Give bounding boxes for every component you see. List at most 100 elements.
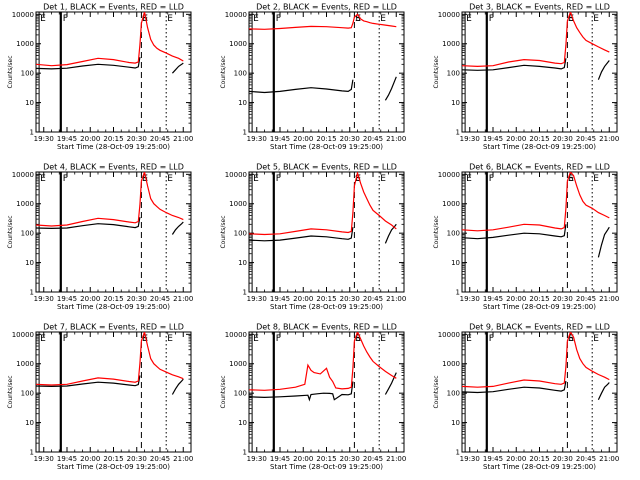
marker-label-e: E xyxy=(466,174,472,184)
panel-title: Det 5, BLACK = Events, RED = LLD xyxy=(256,163,397,172)
y-tick-label: 1000 xyxy=(229,360,247,368)
y-tick-label: 1 xyxy=(456,289,460,297)
x-tick-label: 20:45 xyxy=(150,455,170,463)
series-events-line xyxy=(597,382,610,400)
x-tick-label: 21:00 xyxy=(173,135,193,143)
detector-panel: Det 7, BLACK = Events, RED = LLD 1 10 100 10… xyxy=(7,323,193,472)
series-lld-line xyxy=(36,12,184,67)
x-tick-label: 19:45 xyxy=(270,135,290,143)
x-tick-label: 20:30 xyxy=(127,135,147,143)
marker-label-s: S xyxy=(355,14,361,24)
marker-label-e: E xyxy=(568,174,574,184)
panel-title: Det 8, BLACK = Events, RED = LLD xyxy=(256,323,397,332)
y-tick-label: 100 xyxy=(234,390,247,398)
x-tick-label: 21:00 xyxy=(386,295,406,303)
series-events-line xyxy=(462,58,567,71)
series-events-line xyxy=(171,221,184,235)
x-tick-label: 19:45 xyxy=(483,295,503,303)
marker-label-s: S xyxy=(568,174,574,184)
panel-title: Det 1, BLACK = Events, RED = LLD xyxy=(43,3,184,12)
series-lld-line xyxy=(462,332,610,388)
y-tick-label: 10000 xyxy=(12,171,34,179)
x-tick-label: 20:15 xyxy=(103,295,123,303)
x-tick-label: 19:45 xyxy=(57,455,77,463)
marker-label-f: F xyxy=(276,174,281,184)
y-tick-label: 10 xyxy=(238,259,247,267)
series-events-line xyxy=(249,79,354,94)
marker-label-e: E xyxy=(380,14,386,24)
x-tick-label: 20:30 xyxy=(127,455,147,463)
x-tick-label: 19:45 xyxy=(483,455,503,463)
series-events-line xyxy=(249,227,354,242)
marker-label-e: E xyxy=(253,334,259,344)
x-tick-label: 20:00 xyxy=(293,135,313,143)
marker-label-e: E xyxy=(355,334,361,344)
series-events-line xyxy=(462,380,567,394)
series-events-line xyxy=(597,226,610,258)
x-tick-label: 19:30 xyxy=(247,455,267,463)
series-events-line xyxy=(384,76,397,101)
marker-label-f: F xyxy=(489,174,494,184)
y-tick-label: 10000 xyxy=(225,11,247,19)
marker-label-e: E xyxy=(253,174,259,184)
marker-label-e: E xyxy=(167,174,173,184)
x-tick-label: 20:15 xyxy=(529,295,549,303)
detector-panel: Det 2, BLACK = Events, RED = LLD 1 10 100 10… xyxy=(220,3,406,152)
y-axis-label: Counts/sec xyxy=(7,55,14,88)
detector-panel: Det 9, BLACK = Events, RED = LLD 1 10 100 10… xyxy=(433,323,619,472)
y-tick-label: 10 xyxy=(25,259,34,267)
y-tick-label: 100 xyxy=(234,70,247,78)
marker-label-s: S xyxy=(142,14,148,24)
y-tick-label: 10 xyxy=(451,259,460,267)
y-tick-label: 10000 xyxy=(438,11,460,19)
marker-label-e: E xyxy=(142,334,148,344)
x-tick-label: 20:15 xyxy=(103,135,123,143)
marker-label-e: E xyxy=(380,174,386,184)
marker-label-f: F xyxy=(489,334,494,344)
plot-frame xyxy=(35,331,192,453)
x-tick-label: 20:00 xyxy=(80,295,100,303)
series-lld-line xyxy=(249,332,397,391)
detector-panel: Det 4, BLACK = Events, RED = LLD 1 10 100 10… xyxy=(7,163,193,312)
x-tick-label: 20:15 xyxy=(529,135,549,143)
y-tick-label: 100 xyxy=(447,230,460,238)
marker-label-e: E xyxy=(142,174,148,184)
series-lld-line xyxy=(249,172,397,236)
panel-title: Det 9, BLACK = Events, RED = LLD xyxy=(469,323,610,332)
y-tick-label: 10000 xyxy=(12,11,34,19)
series-lld-line xyxy=(462,12,610,68)
y-axis-label: Counts/sec xyxy=(220,375,227,408)
x-tick-label: 20:30 xyxy=(340,455,360,463)
series-events-line xyxy=(384,223,397,244)
marker-label-s: S xyxy=(142,334,148,344)
y-tick-label: 1000 xyxy=(16,360,34,368)
x-axis-label: Start Time (28-Oct-09 19:25:00) xyxy=(270,303,383,311)
panel-title: Det 4, BLACK = Events, RED = LLD xyxy=(43,163,184,172)
x-tick-label: 19:30 xyxy=(460,295,480,303)
x-tick-label: 20:45 xyxy=(576,135,596,143)
plot-frame xyxy=(248,11,405,133)
x-tick-label: 20:45 xyxy=(150,135,170,143)
x-tick-label: 19:30 xyxy=(34,455,54,463)
marker-label-e: E xyxy=(466,14,472,24)
x-tick-label: 20:00 xyxy=(293,295,313,303)
plot-frame xyxy=(35,11,192,133)
marker-label-e: E xyxy=(40,334,46,344)
y-tick-label: 1000 xyxy=(16,200,34,208)
y-tick-label: 1 xyxy=(30,289,34,297)
panel-title: Det 7, BLACK = Events, RED = LLD xyxy=(43,323,184,332)
marker-label-e: E xyxy=(40,14,46,24)
y-tick-label: 10 xyxy=(238,99,247,107)
y-tick-label: 10 xyxy=(25,99,34,107)
x-tick-label: 20:00 xyxy=(506,295,526,303)
series-events-line xyxy=(384,372,397,395)
series-events-line xyxy=(597,60,610,80)
x-tick-label: 20:45 xyxy=(150,295,170,303)
x-tick-label: 20:30 xyxy=(340,135,360,143)
y-axis-label: Counts/sec xyxy=(220,55,227,88)
y-tick-label: 1000 xyxy=(442,40,460,48)
x-tick-label: 20:45 xyxy=(576,455,596,463)
marker-label-e: E xyxy=(167,14,173,24)
series-lld-line xyxy=(36,172,184,227)
x-tick-label: 19:45 xyxy=(57,135,77,143)
